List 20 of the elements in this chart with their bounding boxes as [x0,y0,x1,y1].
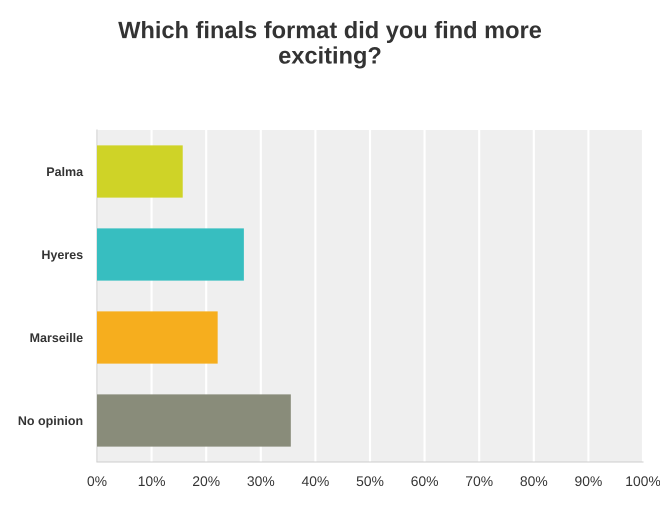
x-tick-label: 10% [138,476,166,486]
x-tick-label: 70% [466,476,493,486]
y-tick-label: Palma [47,166,84,176]
x-tick-label: 20% [193,476,220,486]
x-tick-label: 40% [302,476,329,486]
bar [97,394,291,447]
x-tick-label: 80% [520,476,548,486]
x-tick-label: 60% [411,476,438,486]
x-tick-label: 90% [575,476,602,486]
y-tick-label: Marseille [30,332,83,342]
x-tick-label: 30% [247,476,274,486]
x-tick-label: 100% [626,476,660,486]
bar [97,311,218,364]
x-tick-label: 50% [356,476,384,486]
y-tick-label: Hyeres [42,250,83,262]
x-tick-label: 0% [88,476,107,486]
bar [97,145,183,198]
chart-title: Which finals format did you find more exciting? [118,20,542,69]
bar [97,228,244,281]
y-tick-label: No opinion [18,416,82,428]
